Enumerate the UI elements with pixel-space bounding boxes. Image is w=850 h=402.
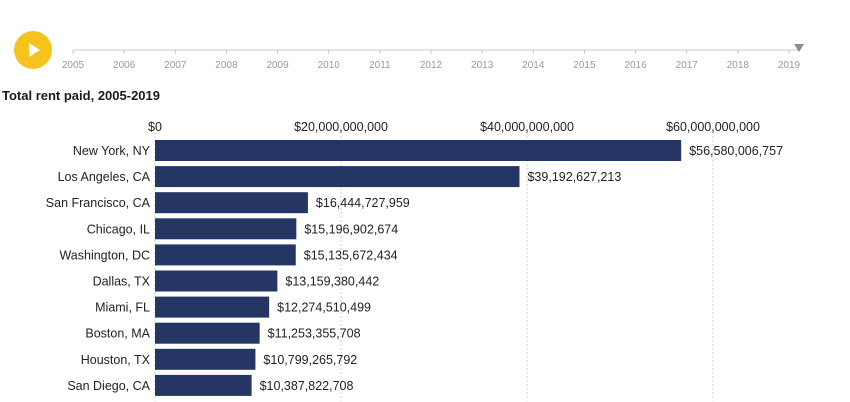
- timeline-year-label: 2007: [164, 60, 187, 71]
- timeline-year-label: 2006: [113, 60, 136, 71]
- value-label: $15,135,672,434: [304, 248, 398, 262]
- bar: [155, 140, 682, 161]
- category-label: Washington, DC: [59, 248, 150, 262]
- play-button[interactable]: [14, 31, 52, 69]
- timeline-year-label: 2019: [778, 60, 801, 71]
- category-label: Chicago, IL: [87, 222, 150, 236]
- x-tick-label: $40,000,000,000: [480, 120, 574, 134]
- value-label: $12,274,510,499: [277, 301, 371, 315]
- bar: [155, 348, 256, 370]
- bar-chart: $0 $20,000,000,000 $40,000,000,000 $60,000,…: [46, 120, 783, 401]
- x-tick-label: $60,000,000,000: [666, 120, 760, 134]
- value-label: $39,192,627,213: [527, 170, 621, 184]
- timeline-handle[interactable]: [794, 44, 804, 52]
- timeline-year-label: 2008: [215, 60, 238, 71]
- timeline-year-label: 2017: [676, 60, 699, 71]
- category-label: Dallas, TX: [93, 275, 151, 289]
- timeline-year-label: 2009: [266, 60, 289, 71]
- year-timeline-slider[interactable]: 2005 2006 2007 2008 2009 2010 2011 2012 2013 2014…: [0, 40, 850, 76]
- value-label: $10,799,265,792: [263, 353, 357, 367]
- bar: [155, 166, 520, 188]
- x-tick-label: $20,000,000,000: [294, 120, 388, 134]
- value-label: $16,444,727,959: [316, 196, 410, 210]
- bar: [155, 296, 270, 318]
- category-label: Miami, FL: [95, 301, 150, 315]
- value-label: $56,580,006,757: [689, 144, 783, 158]
- timeline-year-label: 2016: [624, 60, 647, 71]
- category-label: Boston, MA: [85, 327, 150, 341]
- timeline-year-label: 2012: [420, 60, 443, 71]
- bar: [155, 374, 252, 396]
- bar: [155, 192, 308, 214]
- bar: [155, 322, 260, 344]
- category-label: San Diego, CA: [67, 379, 150, 393]
- category-label: Houston, TX: [81, 353, 151, 367]
- chart-title: Total rent paid, 2005-2019: [2, 88, 160, 103]
- timeline-year-label: 2011: [369, 60, 391, 71]
- value-label: $11,253,355,708: [268, 327, 361, 341]
- value-label: $10,387,822,708: [260, 379, 354, 393]
- timeline-year-label: 2015: [573, 60, 596, 71]
- timeline-year-label: 2013: [471, 60, 494, 71]
- x-tick-label: $0: [148, 120, 162, 134]
- category-label: New York, NY: [73, 144, 151, 158]
- timeline-year-label: 2014: [522, 60, 545, 71]
- value-label: $15,196,902,674: [304, 222, 398, 236]
- category-label: Los Angeles, CA: [58, 170, 151, 184]
- timeline-year-label: 2018: [727, 60, 750, 71]
- value-label: $13,159,380,442: [285, 275, 379, 289]
- bar: [155, 244, 296, 266]
- bar: [155, 218, 297, 240]
- bar: [155, 270, 278, 292]
- category-label: San Francisco, CA: [46, 196, 151, 210]
- timeline-year-label: 2010: [318, 60, 341, 71]
- play-icon: [29, 43, 40, 57]
- timeline-year-label: 2005: [62, 60, 85, 71]
